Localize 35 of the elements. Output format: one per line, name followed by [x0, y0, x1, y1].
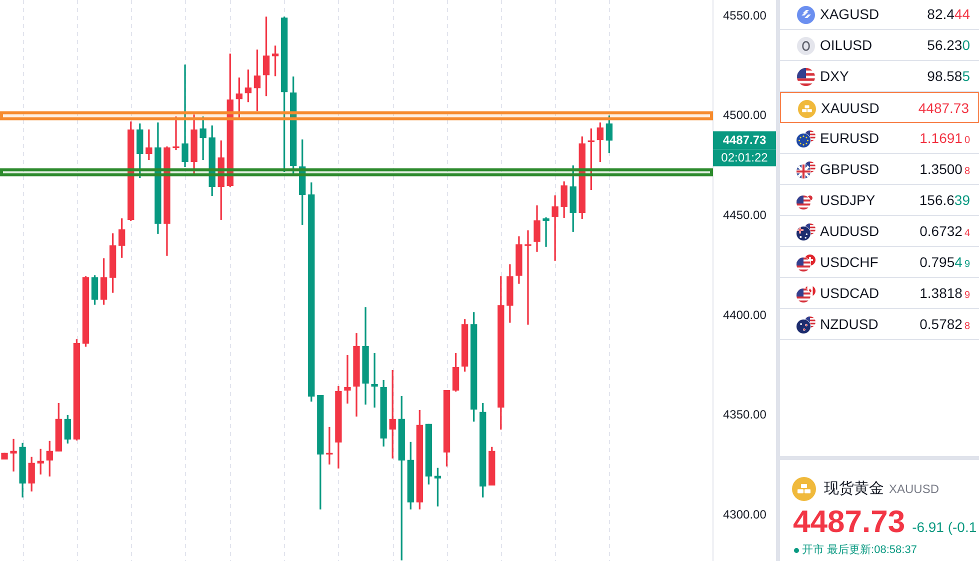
text: -6.91 (-0.1	[912, 518, 977, 537]
category-label: NZDUSD	[820, 316, 878, 332]
y-tick-label: 4450.00	[723, 208, 767, 222]
y-tick-label: 4350.00	[723, 408, 767, 422]
category-label: XAUUSD	[821, 100, 880, 116]
category-label: XAGUSD	[820, 6, 880, 22]
text: 4487.73	[722, 133, 767, 148]
text: XAUUSD	[889, 481, 940, 498]
category-label: AUDUSD	[820, 223, 880, 239]
text: 开市 最后更新:08:58:37	[802, 542, 917, 558]
y-tick-label: 4500.00	[723, 108, 767, 122]
y-tick-label: 4550.00	[723, 8, 767, 22]
text: 82.444	[927, 6, 970, 22]
category-label: EURUSD	[820, 130, 880, 146]
text: 02:01:22	[721, 150, 768, 165]
text: 1.16910	[920, 130, 970, 146]
category-label: USDCHF	[820, 254, 878, 270]
category-label: OILUSD	[820, 37, 872, 53]
category-label: USDJPY	[820, 192, 876, 208]
category-label: DXY	[820, 68, 849, 84]
text: 0.57828	[920, 316, 970, 332]
text: 0.79549	[920, 254, 970, 270]
text: 1.35008	[920, 161, 970, 177]
text: 98.585	[927, 68, 970, 84]
text: 0.67324	[920, 223, 970, 239]
text: 4487.73	[793, 504, 906, 540]
text: 现货黄金	[824, 479, 884, 499]
y-tick-label: 4400.00	[723, 308, 767, 322]
category-label: USDCAD	[820, 285, 880, 301]
text: 1.38189	[920, 285, 970, 301]
text: 4487.73	[918, 100, 969, 116]
y-tick-label: 4300.00	[723, 507, 767, 522]
category-label: GBPUSD	[820, 161, 880, 177]
text: 56.230	[927, 37, 970, 53]
text: 156.639	[919, 192, 970, 208]
